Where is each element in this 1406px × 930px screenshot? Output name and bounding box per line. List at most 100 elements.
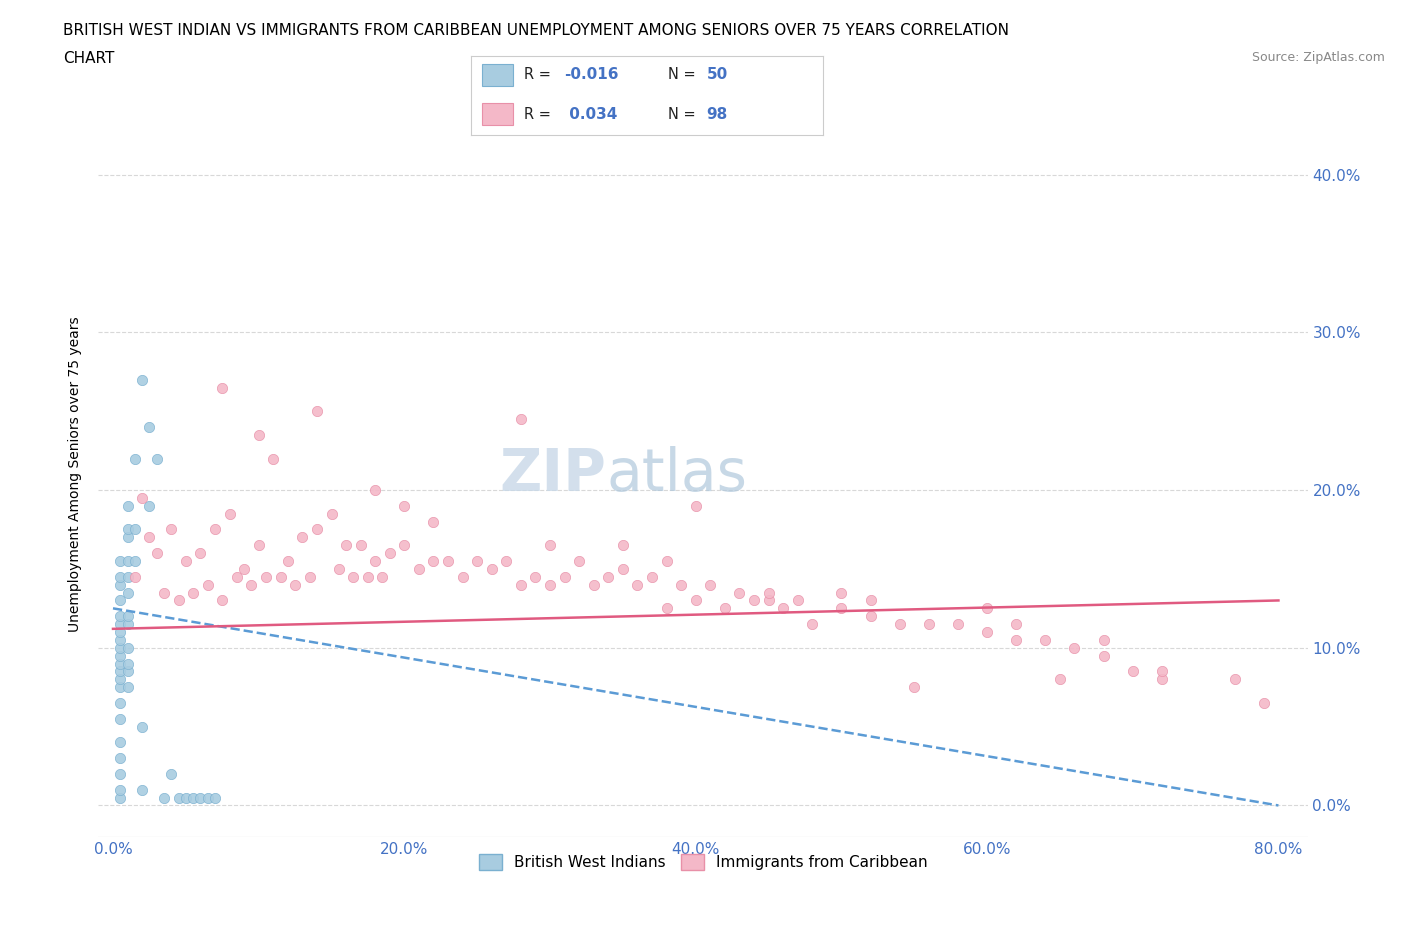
Point <box>117 641 139 656</box>
Point <box>1253 696 1275 711</box>
Point <box>582 578 605 592</box>
Point <box>110 617 132 631</box>
Point <box>437 553 460 568</box>
Point <box>160 766 183 781</box>
Point <box>291 530 314 545</box>
Point <box>1005 617 1028 631</box>
Text: -0.016: -0.016 <box>564 67 619 82</box>
Point <box>110 696 132 711</box>
Point <box>117 656 139 671</box>
Point <box>1092 632 1115 647</box>
Point <box>160 522 183 537</box>
Point <box>262 451 284 466</box>
Point <box>190 790 212 805</box>
Point <box>124 522 146 537</box>
Point <box>110 569 132 584</box>
Text: R =: R = <box>524 67 555 82</box>
Point <box>145 451 167 466</box>
Point <box>110 648 132 663</box>
Point <box>190 546 212 561</box>
Point <box>655 601 678 616</box>
Point <box>110 656 132 671</box>
Point <box>181 790 204 805</box>
Point <box>495 553 517 568</box>
Point <box>903 680 925 695</box>
Point <box>830 585 852 600</box>
Point <box>110 664 132 679</box>
Point <box>131 782 153 797</box>
Point <box>509 412 531 427</box>
Point <box>364 483 387 498</box>
Point <box>110 671 132 686</box>
Point <box>110 625 132 640</box>
Point <box>124 553 146 568</box>
Point <box>204 790 226 805</box>
Point <box>1005 632 1028 647</box>
Point <box>131 372 153 387</box>
Point <box>174 553 197 568</box>
Point <box>138 498 160 513</box>
Point <box>538 538 561 552</box>
Point <box>801 617 824 631</box>
Point <box>1063 641 1085 656</box>
Point <box>538 578 561 592</box>
Point <box>465 553 488 568</box>
Text: atlas: atlas <box>606 445 747 503</box>
Point <box>1150 671 1173 686</box>
Point <box>110 593 132 608</box>
Point <box>357 569 380 584</box>
Point <box>758 585 780 600</box>
Bar <box>482 64 513 86</box>
Point <box>110 680 132 695</box>
Point <box>568 553 591 568</box>
Text: 98: 98 <box>707 107 728 122</box>
Point <box>117 680 139 695</box>
Point <box>117 609 139 624</box>
Point <box>145 546 167 561</box>
Point <box>669 578 692 592</box>
Point <box>138 419 160 434</box>
Point <box>976 601 998 616</box>
Point <box>364 553 387 568</box>
Point <box>321 506 343 521</box>
Text: N =: N = <box>668 107 700 122</box>
Point <box>1150 664 1173 679</box>
Point <box>254 569 277 584</box>
Point <box>408 562 430 577</box>
Text: CHART: CHART <box>63 51 115 66</box>
Point <box>110 782 132 797</box>
Point <box>554 569 576 584</box>
Point <box>786 593 808 608</box>
Point <box>305 404 328 418</box>
Point <box>509 578 531 592</box>
Point <box>110 735 132 750</box>
Point <box>350 538 373 552</box>
Point <box>110 751 132 765</box>
Point <box>110 641 132 656</box>
Point <box>211 380 233 395</box>
Point <box>167 790 190 805</box>
Point <box>110 609 132 624</box>
Point <box>110 790 132 805</box>
Point <box>225 569 247 584</box>
Point <box>859 609 882 624</box>
Point <box>328 562 350 577</box>
Point <box>699 578 721 592</box>
Point <box>117 522 139 537</box>
Point <box>138 530 160 545</box>
Point <box>181 585 204 600</box>
Point <box>298 569 321 584</box>
Point <box>371 569 394 584</box>
Point <box>277 553 299 568</box>
Point <box>124 569 146 584</box>
Point <box>124 451 146 466</box>
Point <box>685 593 707 608</box>
Point <box>1033 632 1056 647</box>
Point <box>153 790 176 805</box>
Text: N =: N = <box>668 67 700 82</box>
Point <box>197 790 219 805</box>
Point <box>394 498 416 513</box>
Point <box>247 538 270 552</box>
Point <box>110 632 132 647</box>
Bar <box>482 103 513 126</box>
